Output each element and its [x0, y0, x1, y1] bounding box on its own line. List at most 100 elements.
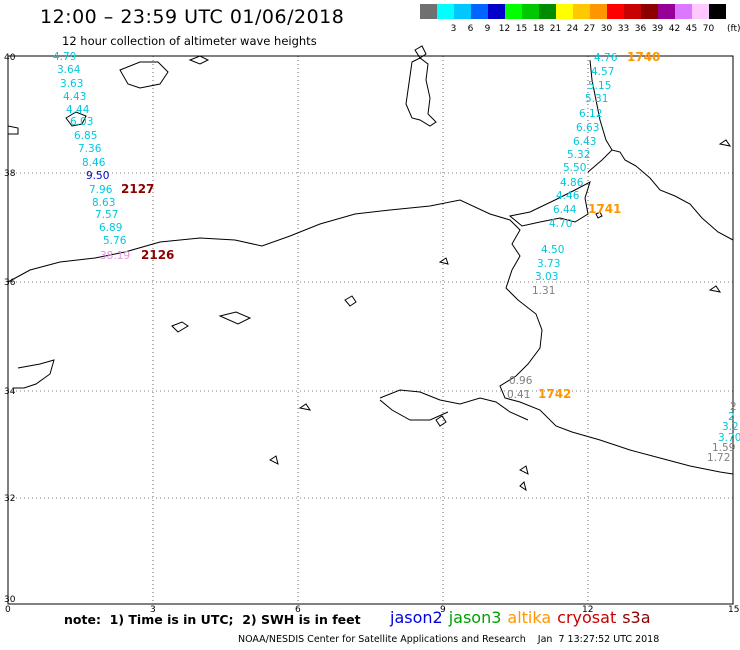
wave-height-values: 4.793.64 3.634.434.446.03 6.857.36 8.469.50…: [53, 51, 740, 464]
latitude-label: 38: [4, 169, 16, 179]
wave-height-value: 3.2: [722, 421, 739, 433]
calabria-coast: [589, 59, 613, 151]
legend-label: 36: [634, 24, 647, 34]
lake-3: [519, 465, 529, 475]
wave-height-value: 7.36: [78, 143, 102, 155]
wave-height-value: 4.86: [560, 177, 584, 189]
latitude-label: 34: [4, 387, 16, 397]
pass-id-label: 1742: [538, 387, 571, 401]
lake-1: [435, 415, 447, 427]
legend-label: 27: [583, 24, 596, 34]
wave-height-value: 4.44: [66, 104, 90, 116]
legend-swatch: [539, 4, 556, 19]
legend-swatch: [607, 4, 624, 19]
longitude-label: 12: [582, 605, 593, 615]
wave-height-value: 4.76: [594, 52, 618, 64]
pantelleria-coast: [344, 295, 357, 307]
latitude-label: 32: [4, 494, 15, 504]
wave-height-value: 8.46: [82, 157, 106, 169]
legend-swatch: [641, 4, 658, 19]
wave-height-value: 7.57: [95, 209, 118, 221]
legend-label: 21: [549, 24, 562, 34]
legend-unit: (ft): [727, 24, 740, 34]
wave-height-value: 4.57: [591, 66, 614, 78]
latitude-label: 36: [4, 278, 16, 288]
satellite-label-s3a: s3a: [622, 608, 651, 627]
wave-height-value: 4.43: [63, 91, 86, 103]
lake-7: [718, 139, 732, 147]
satellite-label-jason2: jason2: [390, 608, 443, 627]
wave-height-value: 6.03: [70, 116, 93, 128]
longitude-label: 0: [5, 605, 11, 615]
legend-swatch: [471, 4, 488, 19]
wave-height-value: 3.73: [537, 258, 560, 270]
legend-swatch: [488, 4, 505, 19]
sicily-coast: [508, 180, 591, 227]
pass-id-label: 1740: [627, 50, 660, 64]
wave-height-value: 8.63: [92, 197, 115, 209]
wave-height-value: 3.03: [535, 271, 558, 283]
wave-height-value: 9.50: [86, 170, 109, 182]
malta-coast: [595, 211, 603, 219]
north-africa-coast: [7, 199, 734, 475]
lampedusa-coast: [438, 257, 449, 265]
legend-swatch: [624, 4, 641, 19]
legend-swatch: [437, 4, 454, 19]
wave-height-value: 5.15: [588, 80, 611, 92]
legend-label: 33: [617, 24, 630, 34]
west-coast-detail: [14, 359, 55, 389]
wave-height-value: 2: [728, 411, 735, 423]
pass-labels: 1740 2127 1741 2126 1742: [121, 50, 660, 401]
wave-height-value: 5.31: [585, 93, 608, 105]
legend-label: 70: [702, 24, 715, 34]
wave-height-value: 2: [730, 401, 737, 413]
legend-swatch: [675, 4, 692, 19]
spain-coast: [7, 125, 19, 135]
wave-height-value: 6.44: [553, 204, 577, 216]
wave-height-value: 6.89: [99, 222, 122, 234]
algeria-island-1: [171, 321, 189, 333]
wave-height-value: 4.79: [53, 51, 76, 63]
latitude-label: 40: [4, 53, 16, 63]
coastline: [7, 45, 734, 492]
sardinia-coast: [405, 57, 437, 127]
libya-island: [379, 399, 449, 421]
wave-height-value: 1.59: [712, 442, 735, 454]
longitude-label: 9: [440, 605, 446, 615]
legend-swatch: [454, 4, 471, 19]
wave-height-value: 1.72: [707, 452, 730, 464]
legend-label: 15: [515, 24, 528, 34]
graticule: [8, 56, 733, 604]
wave-height-value: 5.76: [103, 235, 127, 247]
map-subtitle: 12 hour collection of altimeter wave hei…: [62, 34, 317, 48]
lake-6: [708, 285, 722, 293]
corsica-coast: [414, 45, 427, 59]
wave-height-value: 1.31: [532, 285, 555, 297]
legend-label: 30: [600, 24, 613, 34]
lake-5: [269, 455, 279, 465]
footer-note: note: 1) Time is in UTC; 2) SWH is in fe…: [64, 612, 361, 627]
latitude-label: 30: [4, 595, 16, 605]
legend-label: 3: [450, 24, 457, 34]
legend-swatch: [658, 4, 675, 19]
italy-coast: [587, 149, 734, 241]
wave-height-value: 6.12: [579, 108, 602, 120]
wave-height-value: 5.32: [567, 149, 590, 161]
legend-label: 12: [498, 24, 511, 34]
legend-swatch: [573, 4, 590, 19]
legend-label: 39: [651, 24, 664, 34]
legend-label: 18: [532, 24, 545, 34]
satellite-legend: jason2 jason3 altika cryosat s3a: [390, 608, 657, 627]
wave-height-value: 0.41: [507, 389, 530, 401]
wave-height-value: 3.64: [57, 64, 81, 76]
wave-height-value: 3.63: [60, 78, 83, 90]
legend-swatch: [709, 4, 726, 19]
legend-label: 42: [668, 24, 681, 34]
map-title: 12:00 – 23:59 UTC 01/06/2018: [40, 6, 345, 28]
mallorca-coast: [119, 61, 169, 89]
wave-height-value: 3.70: [718, 432, 740, 444]
wave-height-value: 38.19: [100, 250, 130, 262]
menorca-coast: [188, 55, 210, 65]
legend-label: 6: [467, 24, 474, 34]
